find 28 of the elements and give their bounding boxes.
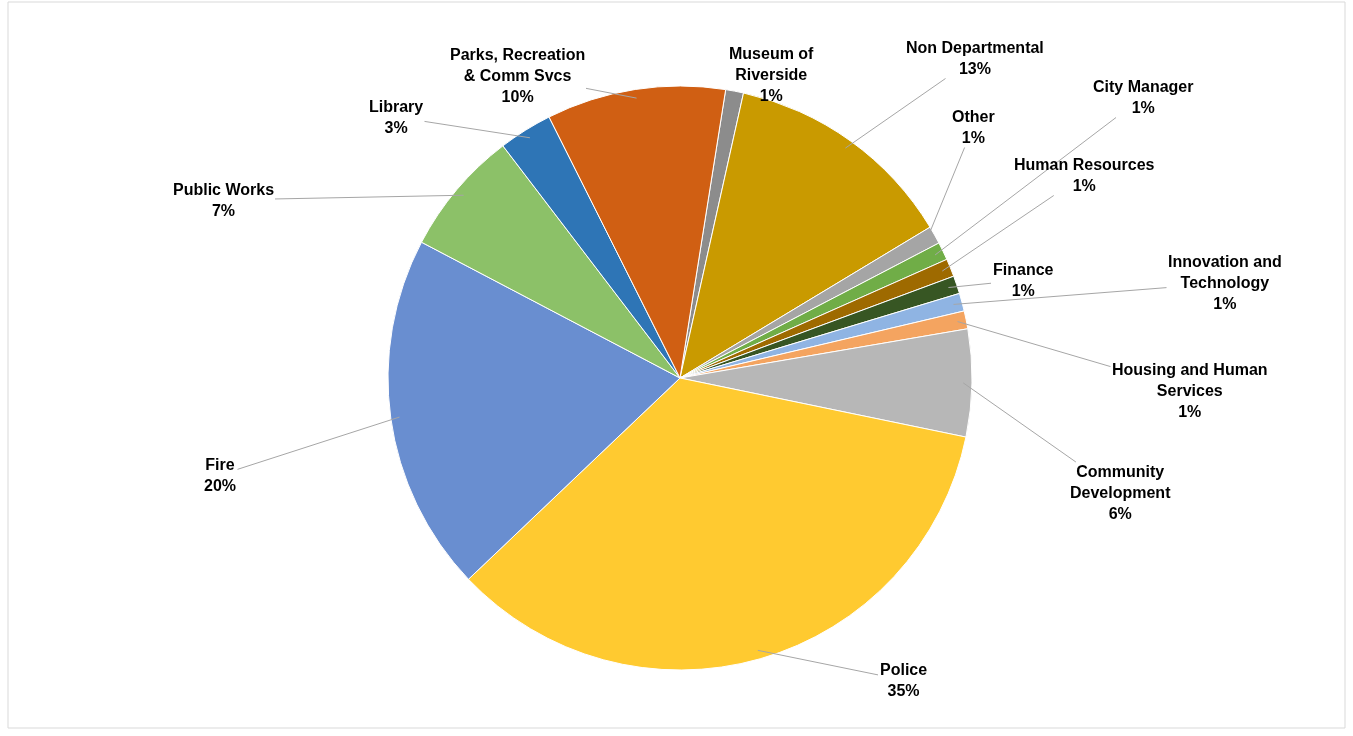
data-label: 20% [204,476,237,494]
slice-label: Fire [205,456,235,473]
data-label: 1% [1072,176,1096,194]
data-label: 7% [211,201,236,219]
slice-label: Museum of Riverside [729,45,815,83]
slice-label: Innovation and Technology [1168,253,1282,291]
slice-label: Police [880,661,928,678]
data-label: 1% [961,128,985,146]
slice-label: Library [369,98,424,115]
slice-label: City Manager [1093,78,1194,95]
data-label: 1% [1011,281,1035,299]
data-label: 1% [1213,294,1237,312]
slice-label: Other [952,108,995,125]
slice-label: Community Development [1070,463,1172,501]
data-label: 1% [759,86,783,104]
slice-label: Parks, Recreation & Comm Svcs [450,46,586,84]
data-label: 1% [1178,402,1202,420]
slice-label: Housing and Human Services [1112,361,1268,399]
data-label: 6% [1108,504,1132,522]
slice-label: Human Resources [1014,156,1155,173]
slice-label: Finance [993,261,1054,278]
slice-label: Public Works [173,181,275,198]
data-label: 35% [887,681,920,699]
slice-label: Non Departmental [906,39,1044,56]
data-label: 10% [501,87,534,105]
data-label: 3% [384,118,408,136]
data-label: 1% [1131,98,1155,116]
data-label: 13% [958,59,991,77]
